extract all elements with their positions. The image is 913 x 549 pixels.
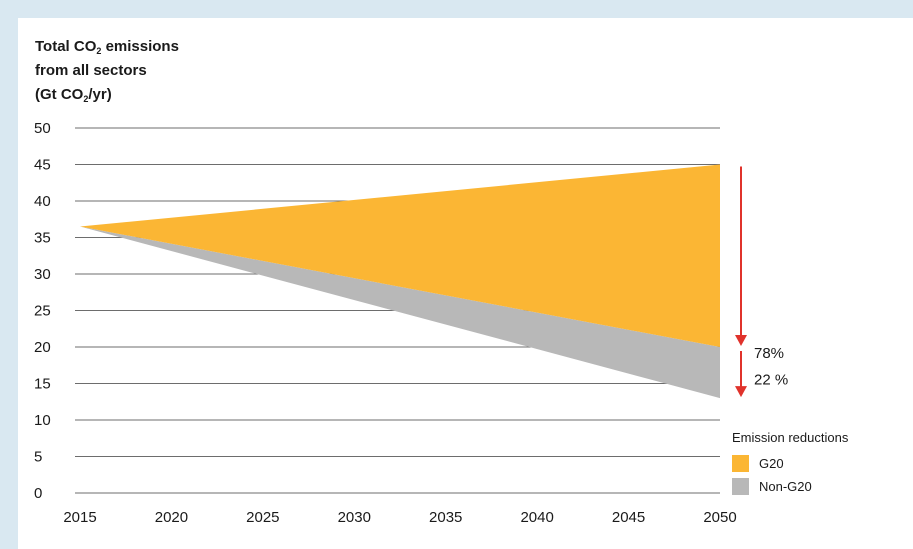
legend-label: G20: [759, 456, 784, 471]
chart-card: Total CO2 emissions from all sectors (Gt…: [18, 18, 913, 549]
y-tick-label: 25: [34, 303, 51, 320]
legend-swatch: [732, 455, 749, 472]
x-tick-label: 2050: [703, 509, 736, 526]
legend-swatch: [732, 478, 749, 495]
chart-title-line-2: from all sectors: [35, 62, 147, 79]
reduction-arrow-head: [735, 335, 747, 346]
area-non-g20: [80, 226, 720, 399]
legend-label: Non-G20: [759, 479, 812, 494]
area-series: [80, 164, 720, 399]
y-tick-label: 5: [34, 449, 42, 466]
x-tick-label: 2030: [338, 509, 371, 526]
x-tick-label: 2020: [155, 509, 188, 526]
x-tick-label: 2035: [429, 509, 462, 526]
y-tick-label: 10: [34, 412, 51, 429]
y-axis-ticks: 0 5 10 15 20 25 30 35 40 45 50: [34, 120, 51, 502]
x-tick-label: 2045: [612, 509, 645, 526]
x-tick-label: 2025: [246, 509, 279, 526]
y-tick-label: 35: [34, 230, 51, 247]
legend-title: Emission reductions: [732, 430, 849, 445]
y-tick-label: 0: [34, 485, 42, 502]
y-tick-label: 40: [34, 193, 51, 210]
reduction-label: 78%: [754, 345, 784, 362]
y-tick-label: 50: [34, 120, 51, 137]
x-tick-label: 2015: [63, 509, 96, 526]
legend: Emission reductions G20 Non-G20: [732, 430, 849, 495]
area-g20: [80, 164, 720, 347]
chart-title-line-3: (Gt CO2/yr): [35, 86, 112, 104]
reduction-arrow-head: [735, 386, 747, 398]
chart-title-line-1: Total CO2 emissions: [35, 38, 179, 56]
y-tick-label: 15: [34, 376, 51, 393]
y-tick-label: 45: [34, 157, 51, 174]
y-tick-label: 20: [34, 339, 51, 356]
reduction-annotations: 78% 22 %: [735, 166, 788, 398]
y-tick-label: 30: [34, 266, 51, 283]
x-tick-label: 2040: [520, 509, 553, 526]
reduction-label: 22 %: [754, 372, 788, 389]
x-axis-ticks: 2015 2020 2025 2030 2035 2040 2045 2050: [63, 509, 736, 526]
